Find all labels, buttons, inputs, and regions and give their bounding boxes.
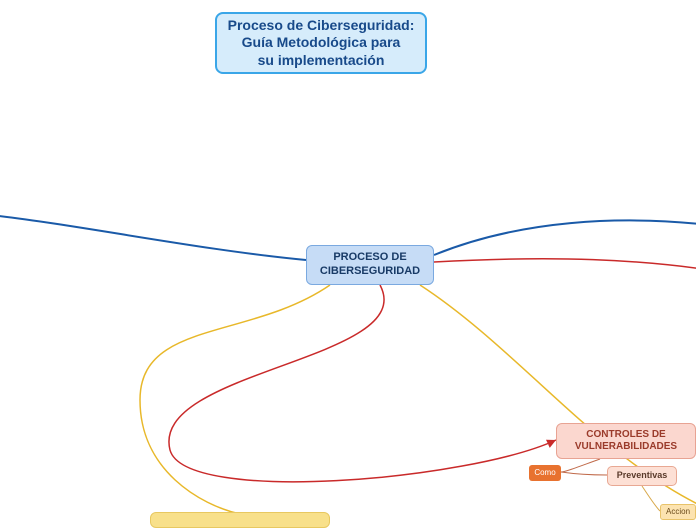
edge <box>169 285 556 482</box>
edge <box>561 472 607 475</box>
edge <box>434 259 696 270</box>
edge <box>561 459 600 472</box>
edge <box>140 285 330 514</box>
edge <box>0 215 306 260</box>
como-label: Como <box>529 465 561 481</box>
preventivas-node[interactable]: Preventivas <box>607 466 677 486</box>
yellow-stub-node[interactable] <box>150 512 330 528</box>
controles-node[interactable]: CONTROLES DE VULNERABILIDADES <box>556 423 696 459</box>
title-node: Proceso de Ciberseguridad: Guía Metodoló… <box>215 12 427 74</box>
edge <box>434 220 696 255</box>
edge <box>642 486 660 511</box>
central-node[interactable]: PROCESO DE CIBERSEGURIDAD <box>306 245 434 285</box>
accion-node[interactable]: Accion <box>660 504 696 520</box>
